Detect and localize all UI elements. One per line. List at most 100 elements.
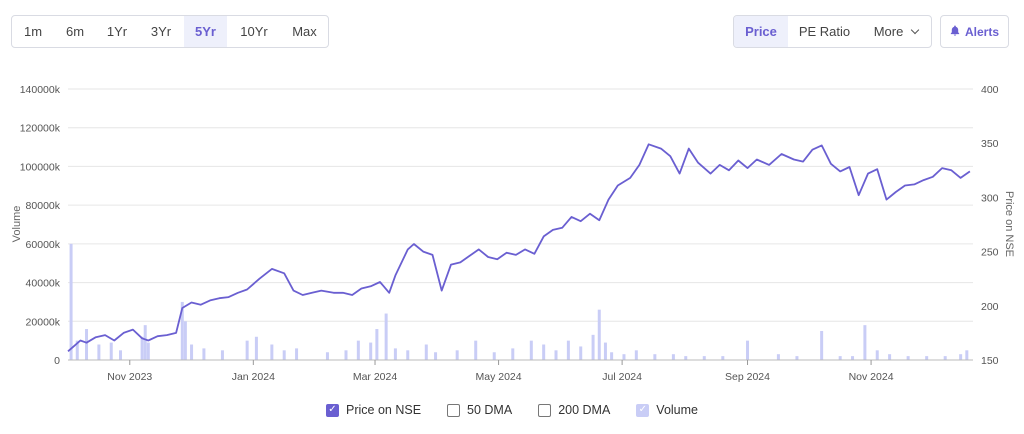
y-left-tick-label: 140000k: [20, 84, 61, 96]
volume-bar: [965, 350, 969, 360]
range-button-3yr[interactable]: 3Yr: [150, 24, 172, 39]
volume-bar: [369, 342, 373, 360]
volume-bar: [653, 354, 657, 360]
legend-item-volume[interactable]: ✓ Volume: [636, 403, 698, 417]
price-line: [67, 143, 971, 352]
volume-bar: [245, 340, 249, 360]
volume-bar: [97, 344, 101, 360]
volume-bar: [119, 350, 123, 360]
volume-bar: [190, 344, 194, 360]
volume-bar: [295, 348, 299, 360]
y-left-tick-label: 60000k: [26, 239, 61, 251]
volume-bar: [634, 350, 638, 360]
volume-bar: [820, 330, 824, 360]
chart-legend: ✓ Price on NSE 50 DMA 200 DMA ✓ Volume: [0, 403, 1024, 417]
volume-bar: [925, 356, 929, 360]
volume-bar: [455, 350, 459, 360]
volume-bar: [220, 350, 224, 360]
x-tick-label: Sep 2024: [725, 371, 770, 383]
y-right-axis-label: Price on NSE: [1003, 191, 1015, 257]
x-tick-label: Mar 2024: [353, 371, 398, 383]
volume-bar: [721, 356, 725, 360]
metric-button-more[interactable]: More: [861, 16, 931, 47]
volume-bar: [591, 334, 595, 360]
legend-item-200-dma[interactable]: 200 DMA: [538, 403, 610, 417]
range-button-10yr[interactable]: 10Yr: [240, 24, 268, 39]
metric-label: PE Ratio: [798, 24, 851, 39]
legend-label: Volume: [656, 403, 698, 417]
volume-bar: [424, 344, 428, 360]
volume-bar: [888, 354, 892, 360]
volume-bar: [542, 344, 546, 360]
y-right-tick-label: 150: [981, 355, 999, 367]
volume-bar: [325, 352, 329, 360]
legend-item-50-dma[interactable]: 50 DMA: [447, 403, 512, 417]
volume-bar: [610, 352, 614, 360]
checkbox-icon[interactable]: ✓: [636, 403, 650, 417]
checkbox-icon[interactable]: [447, 403, 461, 417]
checkbox-icon[interactable]: ✓: [326, 403, 339, 417]
volume-bar: [143, 325, 147, 360]
checkbox-icon[interactable]: [538, 403, 552, 417]
x-tick-label: May 2024: [476, 371, 522, 383]
volume-bar: [597, 309, 601, 360]
volume-bar: [529, 340, 533, 360]
volume-bar: [684, 356, 688, 360]
volume-bar: [776, 354, 780, 360]
range-button-1m[interactable]: 1m: [23, 24, 43, 39]
y-left-tick-label: 20000k: [26, 316, 61, 328]
time-range-selector: 1m 6m 1Yr 3Yr 5Yr 10Yr Max: [11, 15, 329, 48]
y-left-tick-label: 40000k: [26, 278, 61, 290]
volume-bar: [492, 352, 496, 360]
y-right-tick-label: 300: [981, 192, 999, 204]
volume-bar: [906, 356, 910, 360]
volume-bar: [875, 350, 879, 360]
x-tick-label: Jul 2024: [602, 371, 642, 383]
volume-bar: [85, 329, 89, 360]
volume-bar: [566, 340, 570, 360]
volume-bar: [254, 336, 258, 360]
metric-button-price[interactable]: Price: [734, 16, 788, 47]
bell-icon: [950, 25, 960, 39]
y-left-tick-label: 100000k: [20, 161, 61, 173]
volume-bar: [180, 301, 184, 360]
volume-bar: [746, 340, 750, 360]
volume-bar: [109, 342, 113, 360]
legend-item-price-on-nse[interactable]: ✓ Price on NSE: [326, 403, 421, 417]
legend-label: Price on NSE: [346, 403, 422, 417]
y-left-axis-label: Volume: [11, 206, 23, 243]
y-left-tick-label: 0: [54, 355, 60, 367]
volume-bar: [579, 346, 583, 360]
volume-bar: [671, 354, 675, 360]
volume-bar: [69, 243, 73, 360]
range-button-6m[interactable]: 6m: [65, 24, 85, 39]
y-left-tick-label: 120000k: [20, 123, 61, 135]
volume-bar: [838, 356, 842, 360]
metric-label: More: [873, 24, 904, 39]
volume-bar: [603, 342, 607, 360]
volume-bar: [554, 350, 558, 360]
volume-bar: [146, 342, 150, 360]
volume-bar: [183, 321, 187, 360]
volume-bar: [795, 356, 799, 360]
y-right-tick-label: 350: [981, 138, 999, 150]
x-tick-label: Jan 2024: [232, 371, 275, 383]
range-button-1yr[interactable]: 1Yr: [106, 24, 128, 39]
volume-bar: [702, 356, 706, 360]
y-right-tick-label: 200: [981, 301, 999, 313]
y-right-tick-label: 400: [981, 84, 999, 96]
volume-bar: [851, 356, 855, 360]
y-right-tick-label: 250: [981, 247, 999, 259]
range-button-max[interactable]: Max: [292, 24, 317, 39]
volume-bar: [75, 340, 79, 360]
metric-button-pe-ratio[interactable]: PE Ratio: [788, 16, 861, 47]
volume-bar: [622, 354, 626, 360]
range-button-5yr[interactable]: 5Yr: [184, 16, 227, 47]
volume-bar: [202, 348, 206, 360]
volume-bar: [384, 313, 388, 360]
volume-bar: [511, 348, 515, 360]
legend-label: 200 DMA: [558, 403, 611, 417]
volume-bar: [434, 352, 438, 360]
volume-bar: [282, 350, 286, 360]
alerts-button[interactable]: Alerts: [940, 15, 1009, 48]
